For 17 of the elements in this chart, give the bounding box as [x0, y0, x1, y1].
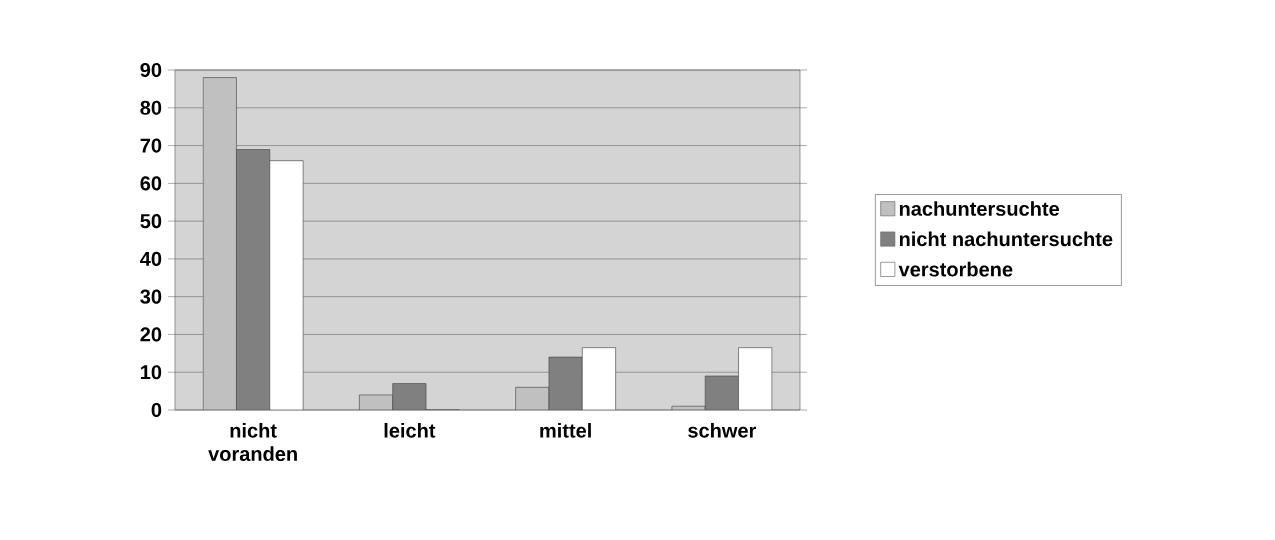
y-tick-label: 90: [140, 62, 162, 78]
y-tick-label: 80: [140, 100, 162, 115]
x-tick-label: nicht voranden: [208, 423, 297, 462]
y-tick-label: 70: [140, 138, 162, 153]
legend-label: verstorbene: [898, 261, 1013, 277]
legend-label: nachuntersuchte: [899, 201, 1060, 216]
y-tick-label: 10: [141, 365, 162, 380]
x-tick-label: leicht: [384, 423, 436, 438]
x-tick-label: mittel: [540, 423, 591, 438]
y-tick-label: 20: [140, 327, 162, 342]
x-tick-label: schwer: [688, 423, 757, 438]
legend-label: nicht nachuntersuchte: [899, 231, 1113, 247]
y-tick-label: 40: [140, 251, 162, 266]
y-tick-label: 50: [140, 214, 162, 229]
y-tick-label: 60: [140, 176, 162, 191]
y-tick-label: 30: [140, 289, 162, 304]
y-tick-label: 0: [151, 402, 162, 418]
